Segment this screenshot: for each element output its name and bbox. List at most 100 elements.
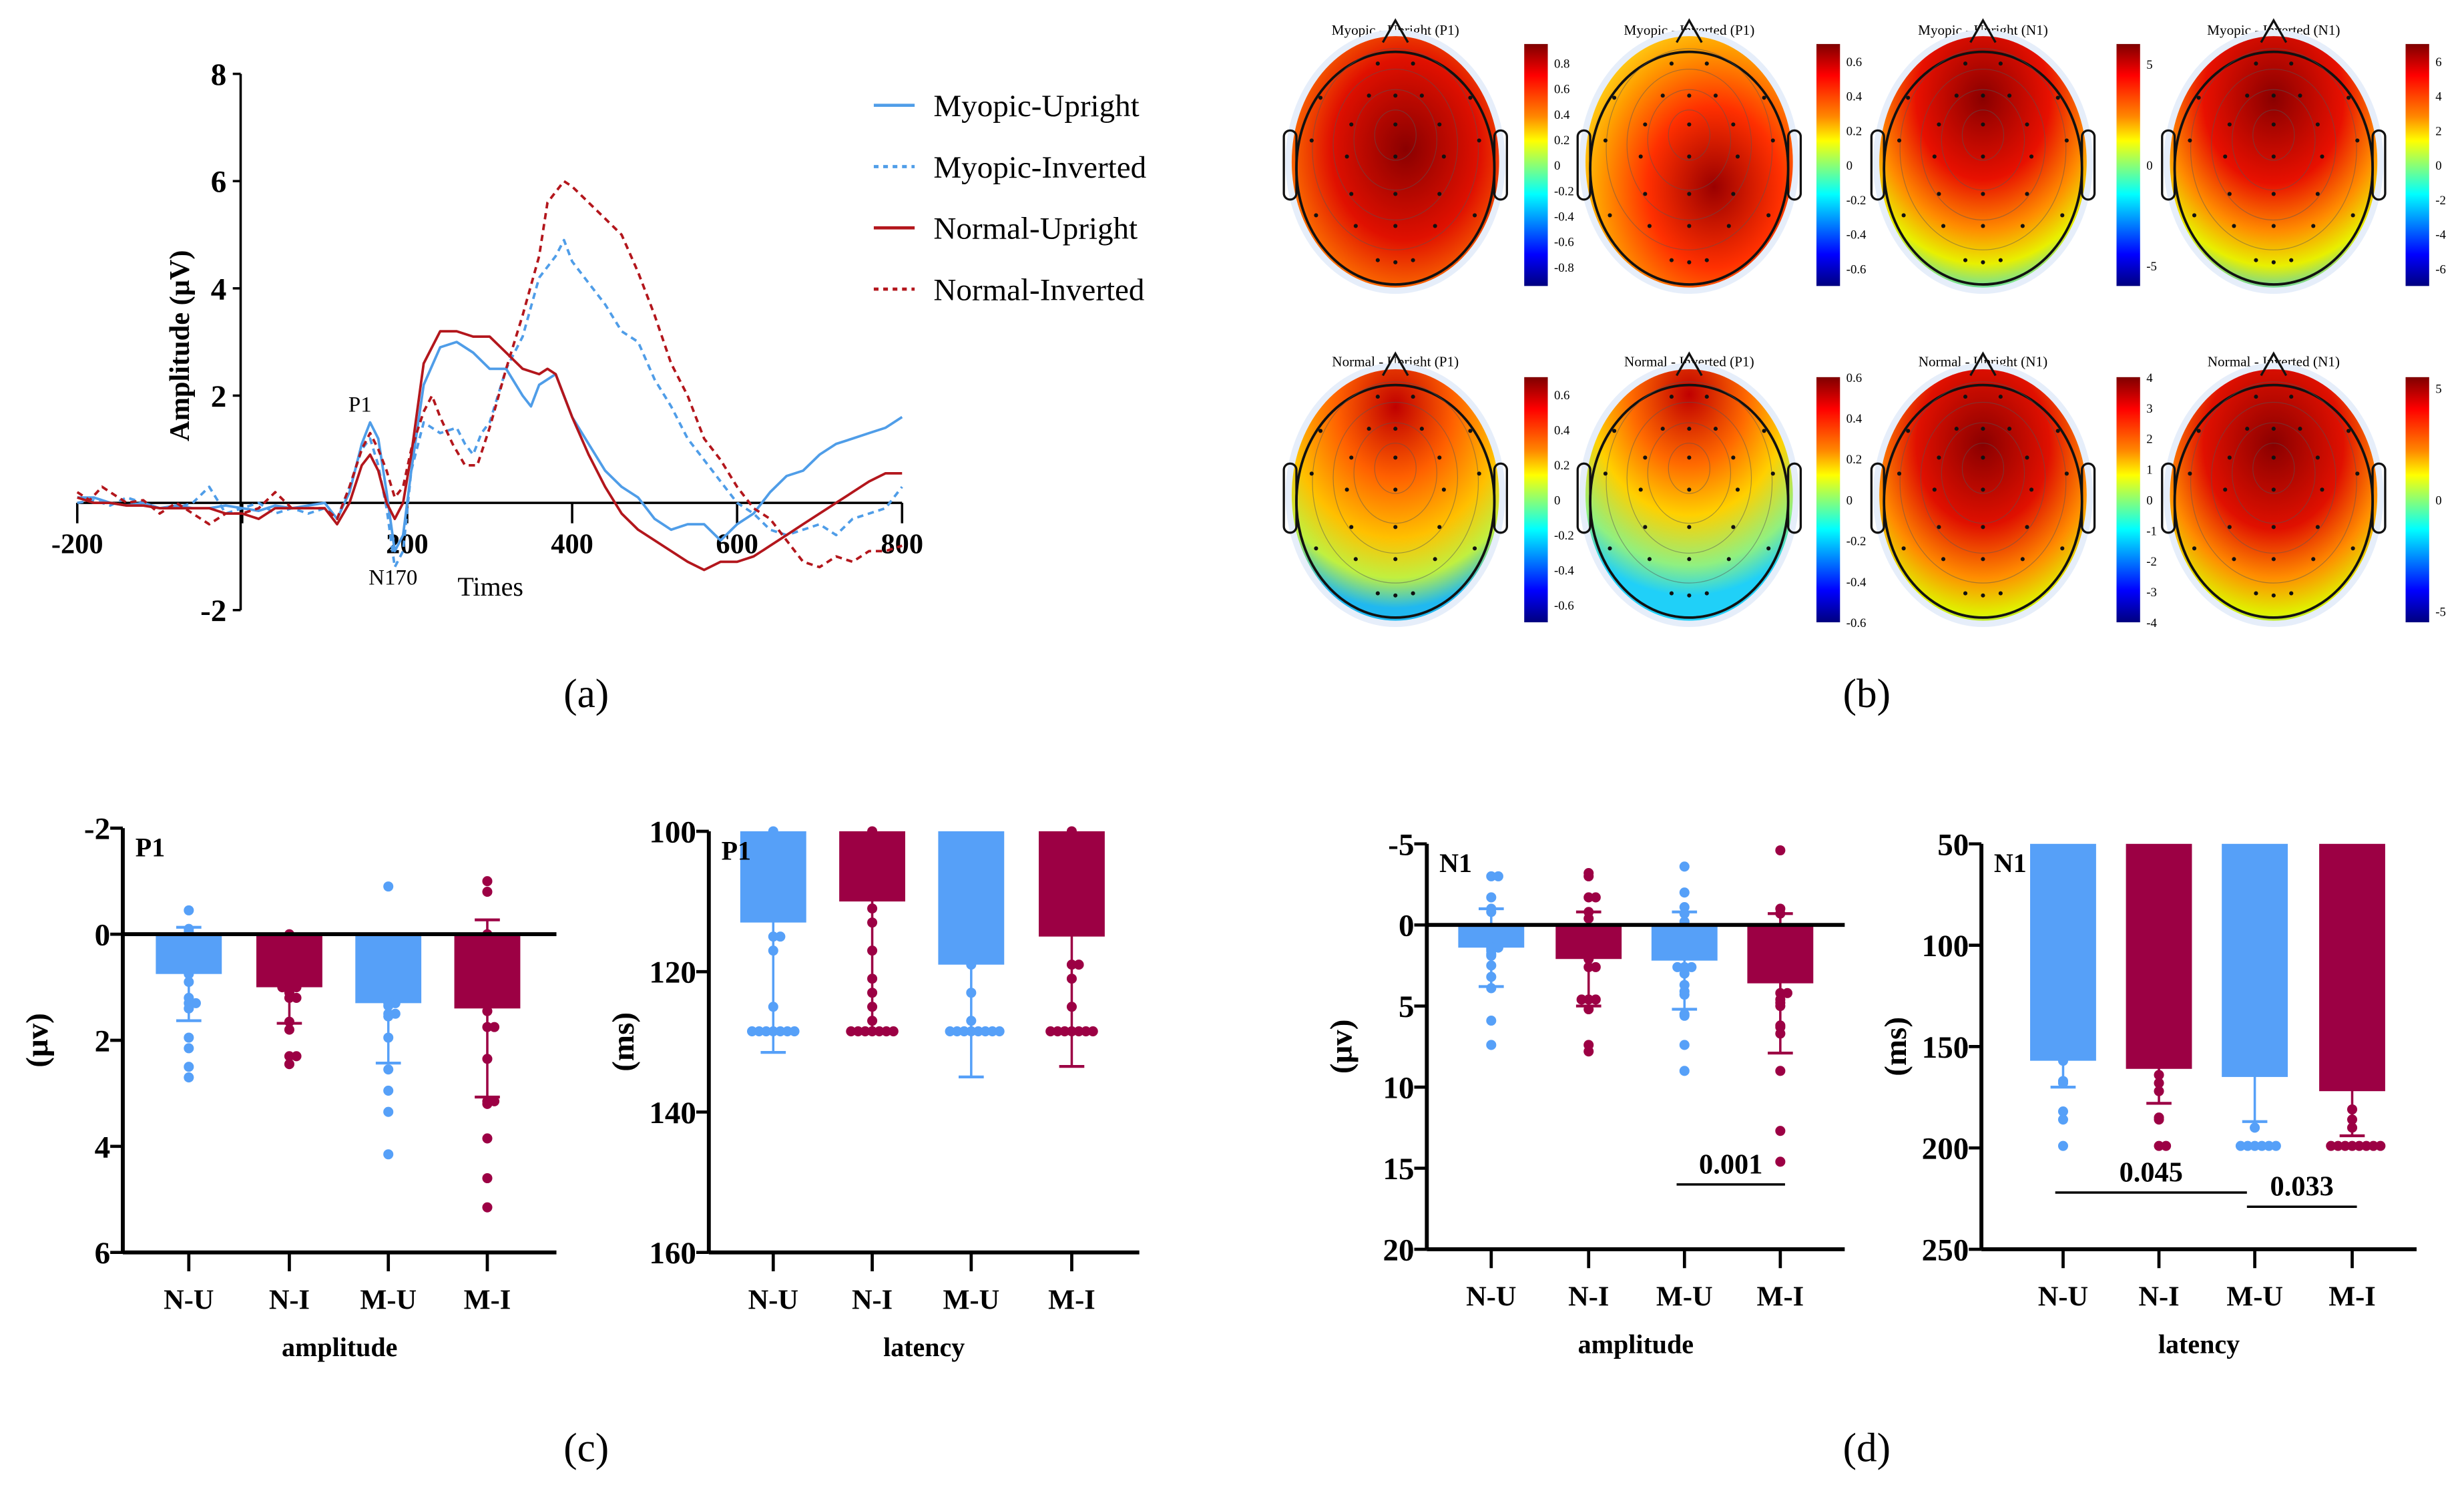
- x-axis-label: latency: [883, 1332, 965, 1362]
- electrode-dot: [1393, 93, 1398, 98]
- electrode-dot: [1687, 557, 1692, 562]
- nose: [1381, 351, 1409, 377]
- electrode-dot: [1318, 95, 1323, 100]
- electrode-dot: [1762, 429, 1766, 433]
- colorbar-tick-label: -1: [2146, 524, 2157, 538]
- electrode-dot: [1726, 224, 1731, 228]
- electrode-dot: [2020, 224, 2025, 228]
- electrode-dot: [1731, 192, 1736, 196]
- data-point: [390, 998, 401, 1008]
- data-point: [1583, 953, 1594, 964]
- data-point: [1686, 962, 1697, 972]
- data-point: [768, 826, 778, 837]
- scalp-map: [1879, 369, 2087, 621]
- data-point: [2347, 1114, 2358, 1125]
- nose: [1676, 18, 1703, 43]
- electrode-dot: [1349, 122, 1354, 127]
- contour-line: [1941, 422, 2025, 524]
- data-point: [2057, 1114, 2069, 1125]
- scalp-map: [1291, 36, 1499, 288]
- electrode-dot: [1713, 93, 1718, 98]
- x-tick-label: M-I: [1048, 1284, 1095, 1315]
- y-axis-label: (μv): [20, 1013, 55, 1068]
- electrode-dot: [2227, 122, 2232, 127]
- electrode-dot: [1897, 471, 1902, 476]
- data-point: [1775, 1126, 1786, 1136]
- right-ear: [1786, 462, 1802, 534]
- electrode-dot: [1477, 471, 1481, 476]
- data-point: [2375, 1140, 2386, 1151]
- x-tick-label: 400: [551, 528, 593, 560]
- data-point: [966, 960, 977, 970]
- data-point: [291, 982, 302, 993]
- electrode-dot: [1998, 61, 2003, 66]
- electrode-dot: [1981, 93, 1985, 98]
- p1-amplitude-bar-chart: -2 0 2 4 6 N-U N-I M-U M-I P1 (μv) amplitude: [20, 812, 557, 1362]
- electrode-dot: [1344, 154, 1349, 159]
- left-ear: [1576, 129, 1591, 201]
- data-point: [1486, 1040, 1497, 1050]
- data-point: [284, 977, 294, 988]
- y-tick-label: 8: [211, 57, 227, 92]
- electrode-dot: [1375, 395, 1380, 399]
- data-point: [966, 1026, 977, 1037]
- data-point: [867, 826, 878, 837]
- data-point: [2057, 1076, 2069, 1086]
- panel-label-a: (a): [563, 671, 609, 716]
- electrode-dot: [1309, 471, 1314, 476]
- x-tick-label: M-U: [943, 1284, 999, 1315]
- electrode-dot: [2355, 471, 2360, 476]
- data-point: [383, 1085, 394, 1096]
- electrode-dot: [1411, 591, 1415, 596]
- electrode-dot: [1704, 395, 1709, 399]
- contour-line: [1626, 68, 1752, 221]
- data-point: [945, 1026, 955, 1037]
- data-point: [1583, 907, 1594, 917]
- colorbar: [1816, 43, 1840, 286]
- topomap: Normal - Inverted (N1)50-5: [2161, 351, 2446, 628]
- electrode-dot: [1314, 546, 1318, 551]
- data-point: [860, 1026, 871, 1037]
- colorbar-tick-label: 0.2: [1554, 459, 1570, 473]
- colorbar-tick-label: -2: [2435, 194, 2446, 208]
- electrode-dot: [1643, 455, 1648, 460]
- colorbar-tick-label: 0: [2435, 493, 2441, 507]
- contour-line: [2232, 89, 2316, 191]
- x-tick-label: N-I: [2138, 1281, 2179, 1313]
- scalp-map: [1291, 369, 1499, 621]
- data-point: [184, 1032, 194, 1043]
- electrode-dot: [1437, 525, 1442, 529]
- electrode-dot: [1437, 122, 1442, 127]
- contour-line: [2252, 110, 2295, 161]
- colorbar: [2116, 377, 2140, 622]
- colorbar-tick-label: 6: [2435, 55, 2441, 69]
- electrode-dot: [1603, 138, 1608, 143]
- electrode-dot: [2346, 429, 2351, 433]
- electrode-dot: [1608, 213, 1612, 218]
- electrode-dot: [2271, 154, 2276, 159]
- data-point: [1066, 974, 1077, 984]
- x-tick-label: M-U: [2226, 1281, 2283, 1313]
- electrode-dot: [2271, 260, 2276, 264]
- electrode-dot: [2232, 557, 2236, 562]
- colorbar-tick-label: 5: [2146, 58, 2152, 72]
- electrode-dot: [1647, 224, 1652, 228]
- colorbar: [2405, 377, 2429, 622]
- n1-amplitude-bar-chart: -5 0 5 10 15 20 N-U N-I M-U M-I N1 (μv) amplitude 0.0…: [1324, 827, 1845, 1359]
- left-ear: [1576, 462, 1591, 534]
- colorbar-tick-label: 0: [1554, 159, 1560, 173]
- electrode-dot: [2196, 429, 2201, 433]
- data-point: [284, 1051, 294, 1062]
- electrode-dot: [2188, 471, 2192, 476]
- electrode-dot: [1349, 192, 1354, 196]
- colorbar-tick-label: 2: [2146, 433, 2152, 447]
- electrode-dot: [2025, 122, 2029, 127]
- colorbar-tick-label: 1: [2146, 463, 2152, 477]
- colorbar-tick-label: -0.4: [1554, 210, 1574, 224]
- contour-line: [1606, 381, 1773, 584]
- data-point: [1583, 1040, 1594, 1050]
- electrode-dot: [2320, 487, 2324, 492]
- colorbar-tick-label: -0.2: [1846, 194, 1867, 208]
- electrode-dot: [1314, 213, 1318, 218]
- data-point: [482, 1202, 493, 1213]
